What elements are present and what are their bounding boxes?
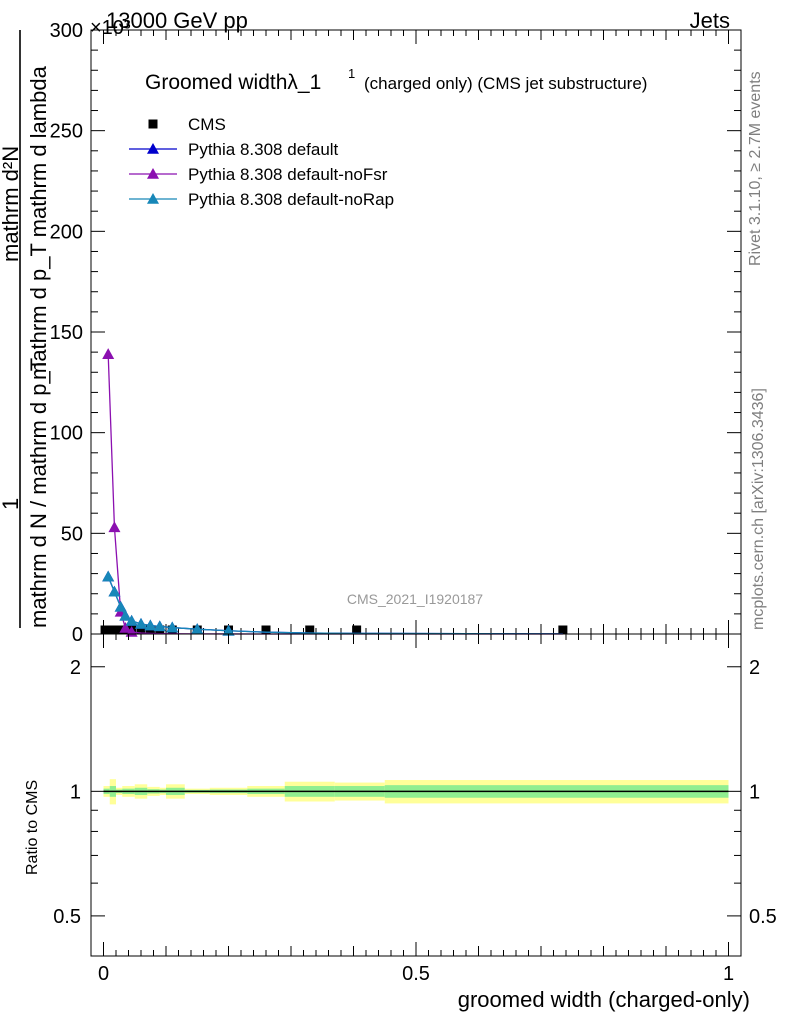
ratio-plot-area: 0 0.5 1 0.5 0.5 1 1 2 2 <box>53 633 777 985</box>
legend-marker <box>147 193 159 204</box>
cms-point <box>305 625 315 635</box>
ratio-ytick-label: 2 <box>70 657 81 679</box>
rivet-label: Rivet 3.1.10, ≥ 2.7M events <box>747 71 764 266</box>
legend-marker <box>147 143 159 154</box>
title-rest: (charged only) (CMS jet substructure) <box>364 74 647 93</box>
legend-label: Pythia 8.308 default <box>188 140 339 159</box>
legend: CMS Pythia 8.308 default Pythia 8.308 defa… <box>129 115 394 209</box>
series-point <box>102 348 115 359</box>
ratio-xtick-label: 0.5 <box>402 963 430 985</box>
cms-point <box>261 625 271 635</box>
series-point <box>108 585 121 597</box>
legend-marker <box>147 168 159 179</box>
exponent-label: ×10³ <box>90 17 131 39</box>
legend-label: Pythia 8.308 default-noFsr <box>188 165 388 184</box>
series-point <box>108 521 121 533</box>
series-point <box>135 617 147 629</box>
series-line <box>107 576 563 635</box>
legend-marker-cms <box>148 119 158 129</box>
ratio-xtick-label: 1 <box>723 963 734 985</box>
ratio-ytick-label-right: 1 <box>749 781 760 803</box>
series-point <box>119 609 132 621</box>
plot-title: Groomed widthλ_1 1 (charged only) (CMS j… <box>145 66 647 94</box>
ratio-ytick-label: 1 <box>70 781 81 803</box>
series-point <box>102 570 115 582</box>
main-ytick-label: 0 <box>72 624 83 646</box>
series-point <box>222 624 235 636</box>
ylabel-right-num: mathrm d²N <box>0 146 23 262</box>
energy-label: 13000 GeV pp <box>106 8 248 33</box>
ylabel-den: mathrm d N / mathrm d p_T <box>26 358 51 628</box>
analysis-label: CMS_2021_I1920187 <box>347 591 483 607</box>
series-line <box>107 354 563 635</box>
series-point <box>166 621 179 633</box>
ratio-ytick-label: 0.5 <box>53 906 81 928</box>
series-point <box>119 621 132 633</box>
series-point <box>144 619 157 631</box>
main-ytick-label: 250 <box>50 121 83 143</box>
cms-point <box>558 625 568 635</box>
process-label: Jets <box>690 8 730 33</box>
cms-point <box>116 625 126 635</box>
ratio-ytick-label-right: 2 <box>749 657 760 679</box>
ylabel-right-den: mathrm d p_T mathrm d lambda <box>26 65 51 380</box>
legend-label: CMS <box>188 115 226 134</box>
mcplots-label: mcplots.cern.ch [arXiv:1306.3436] <box>750 388 767 630</box>
series-point <box>125 614 138 626</box>
legend-label: Pythia 8.308 default-noRap <box>188 190 394 209</box>
ratio-ytick-label-right: 0.5 <box>749 906 777 928</box>
main-ytick-label: 300 <box>50 20 83 42</box>
series-point <box>153 620 166 632</box>
xlabel: groomed width (charged-only) <box>458 987 750 1012</box>
main-ytick-label: 100 <box>50 423 83 445</box>
series-point <box>191 623 204 634</box>
main-ytick-label: 50 <box>61 523 83 545</box>
series-line <box>107 576 563 635</box>
main-ytick-label: 150 <box>50 322 83 344</box>
title-main: Groomed widthλ_1 <box>145 71 321 94</box>
title-sup: 1 <box>348 66 355 81</box>
ratio-xtick-label: 0 <box>98 963 109 985</box>
main-plot-area: 0 50 100 150 200 250 300 <box>50 20 742 646</box>
main-ytick-label: 200 <box>50 221 83 243</box>
ylabel-num: 1 <box>0 498 23 510</box>
cms-point <box>352 625 362 635</box>
series-point <box>114 600 127 612</box>
ratio-ylabel: Ratio to CMS <box>24 780 41 875</box>
cms-point <box>136 625 146 635</box>
